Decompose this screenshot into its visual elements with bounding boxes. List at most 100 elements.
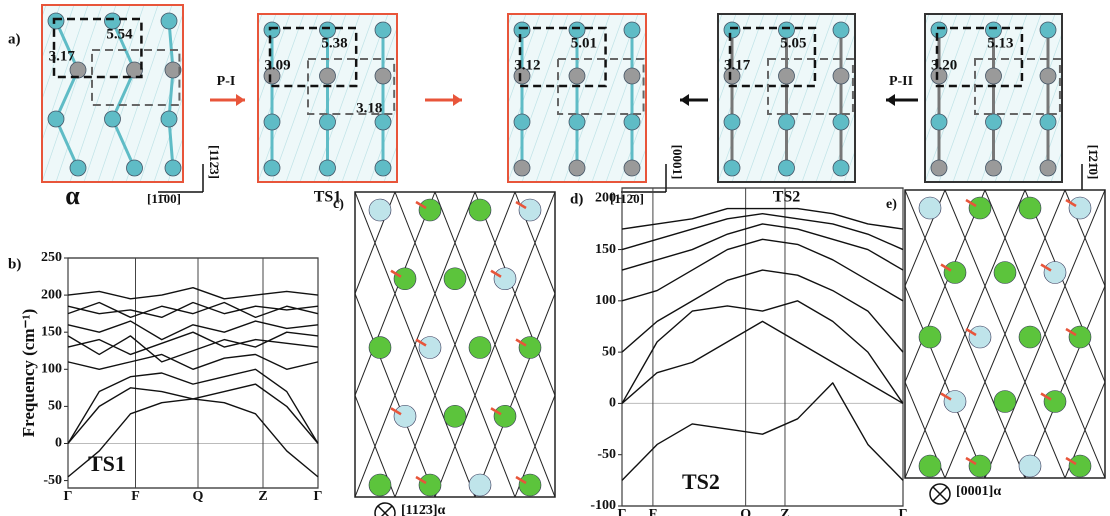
atom (375, 22, 391, 38)
y-tick-label: 200 (41, 287, 62, 302)
x-tick-label: Z (258, 489, 267, 504)
atom (127, 62, 143, 78)
distance-label: 5.38 (321, 35, 347, 51)
atom (1069, 455, 1091, 477)
atom (320, 114, 336, 130)
hatch (872, 14, 932, 182)
band-line (68, 288, 318, 299)
atom (514, 114, 530, 130)
arrow-head (236, 94, 245, 106)
projection-caption: [112̄3]α (401, 503, 446, 516)
atom (919, 326, 941, 348)
atom (986, 68, 1002, 84)
transition-label: P-II (889, 74, 913, 89)
band-line (68, 332, 318, 362)
atom (105, 111, 121, 127)
atom (779, 160, 795, 176)
atom (369, 474, 391, 496)
atom (986, 160, 1002, 176)
atom (833, 160, 849, 176)
atom (161, 111, 177, 127)
panel-label: a) (8, 31, 21, 47)
structure-label: TS1 (314, 189, 342, 206)
x-tick-label: Γ (618, 507, 627, 516)
atom (419, 199, 441, 221)
axis-direction: [11̄00] (147, 191, 181, 206)
atom (569, 114, 585, 130)
chart-annotation: TS1 (88, 451, 126, 476)
hatch (452, 14, 512, 182)
atom (624, 160, 640, 176)
distance-label: 3.09 (264, 57, 290, 73)
x-tick-label: Γ (64, 489, 73, 504)
atom (1040, 160, 1056, 176)
atom (444, 268, 466, 290)
atom (375, 160, 391, 176)
atom (969, 326, 991, 348)
atom (369, 199, 391, 221)
y-tick-label: 250 (41, 250, 62, 265)
distance-label: 3.20 (931, 57, 957, 73)
distance-label: 5.54 (106, 26, 133, 42)
x-tick-label: Γ (899, 507, 908, 516)
atom (394, 268, 416, 290)
panel-label: b) (8, 256, 21, 272)
atom (624, 22, 640, 38)
atom (944, 262, 966, 284)
chart-annotation: TS2 (682, 469, 720, 494)
axis-direction: [112̄3] (207, 145, 222, 179)
atom (931, 114, 947, 130)
panel-label: e) (886, 197, 897, 212)
transition-label: P-I (217, 74, 236, 89)
view-direction (933, 487, 947, 501)
atom (165, 160, 181, 176)
atom (779, 114, 795, 130)
band-line (68, 354, 318, 369)
hatch (0, 5, 46, 182)
atom (1040, 114, 1056, 130)
x-tick-label: F (649, 507, 658, 516)
atom (724, 160, 740, 176)
atom (519, 474, 541, 496)
hatch (855, 14, 915, 182)
band-line (68, 321, 318, 340)
axis-direction: [0001] (670, 145, 685, 180)
x-tick-label: F (131, 489, 140, 504)
atom (48, 111, 64, 127)
atom (394, 405, 416, 427)
atom (369, 337, 391, 359)
x-tick-label: Q (193, 489, 204, 504)
band-line (622, 301, 903, 404)
structure-label: α (65, 181, 80, 210)
band-line (622, 321, 903, 403)
atom (419, 337, 441, 359)
band-line (68, 384, 318, 443)
atom (494, 268, 516, 290)
atom (919, 197, 941, 219)
atom (833, 22, 849, 38)
distance-label: 3.12 (514, 57, 540, 73)
atom (969, 455, 991, 477)
hatch (412, 14, 472, 182)
distance-label: 3.17 (724, 57, 751, 73)
distance-label: 3.17 (49, 48, 76, 64)
atom (519, 199, 541, 221)
distance-label: 5.05 (780, 35, 806, 51)
atom (264, 160, 280, 176)
atom (833, 114, 849, 130)
atom (624, 68, 640, 84)
hatch (398, 14, 458, 182)
atom (1019, 197, 1041, 219)
atom (494, 405, 516, 427)
atom (419, 474, 441, 496)
atom (469, 337, 491, 359)
atom (919, 455, 941, 477)
distance-label: 5.01 (571, 35, 597, 51)
atom (931, 22, 947, 38)
band-line (622, 214, 903, 250)
arrow-head (680, 94, 689, 106)
axis-direction: [1̄21̄0] (1086, 145, 1101, 180)
atom (375, 68, 391, 84)
y-tick-label: 0 (609, 396, 616, 411)
y-tick-label: 150 (41, 324, 62, 339)
